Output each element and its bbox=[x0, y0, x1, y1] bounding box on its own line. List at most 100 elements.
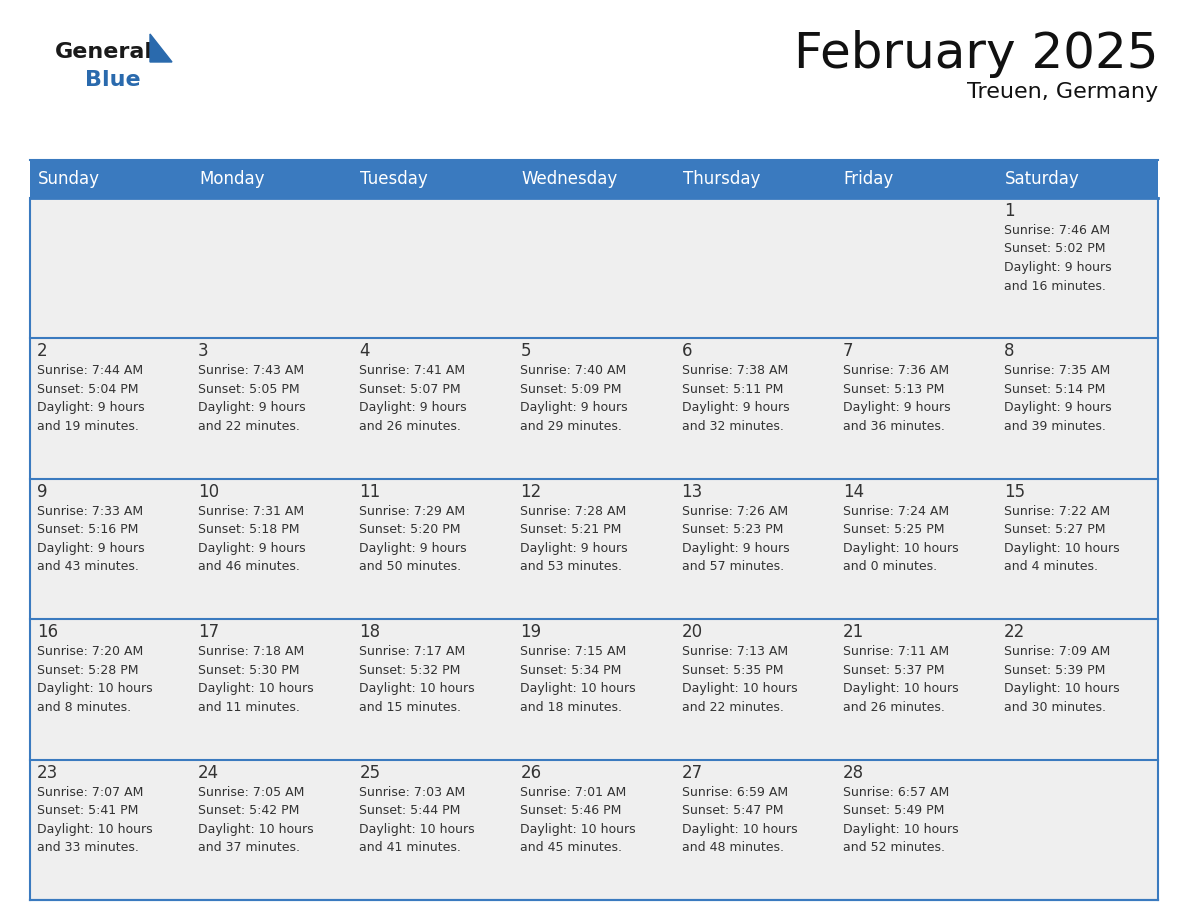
Bar bbox=[353, 620, 513, 759]
Text: Blue: Blue bbox=[86, 70, 140, 90]
Bar bbox=[30, 339, 191, 479]
Text: Monday: Monday bbox=[200, 170, 265, 188]
Bar bbox=[675, 479, 835, 620]
Text: Sunrise: 7:18 AM
Sunset: 5:30 PM
Daylight: 10 hours
and 11 minutes.: Sunrise: 7:18 AM Sunset: 5:30 PM Dayligh… bbox=[198, 645, 314, 713]
Text: Sunrise: 7:40 AM
Sunset: 5:09 PM
Daylight: 9 hours
and 29 minutes.: Sunrise: 7:40 AM Sunset: 5:09 PM Dayligh… bbox=[520, 364, 628, 433]
Bar bbox=[513, 479, 675, 501]
Bar bbox=[191, 479, 353, 620]
Bar bbox=[997, 479, 1158, 501]
Text: February 2025: February 2025 bbox=[794, 30, 1158, 78]
Text: 8: 8 bbox=[1004, 342, 1015, 361]
Text: Tuesday: Tuesday bbox=[360, 170, 428, 188]
Text: Sunrise: 7:26 AM
Sunset: 5:23 PM
Daylight: 9 hours
and 57 minutes.: Sunrise: 7:26 AM Sunset: 5:23 PM Dayligh… bbox=[682, 505, 789, 574]
Text: Sunrise: 7:22 AM
Sunset: 5:27 PM
Daylight: 10 hours
and 4 minutes.: Sunrise: 7:22 AM Sunset: 5:27 PM Dayligh… bbox=[1004, 505, 1119, 574]
Text: Sunrise: 7:24 AM
Sunset: 5:25 PM
Daylight: 10 hours
and 0 minutes.: Sunrise: 7:24 AM Sunset: 5:25 PM Dayligh… bbox=[842, 505, 959, 574]
Text: Sunrise: 7:28 AM
Sunset: 5:21 PM
Daylight: 9 hours
and 53 minutes.: Sunrise: 7:28 AM Sunset: 5:21 PM Dayligh… bbox=[520, 505, 628, 574]
Text: Sunrise: 7:31 AM
Sunset: 5:18 PM
Daylight: 9 hours
and 46 minutes.: Sunrise: 7:31 AM Sunset: 5:18 PM Dayligh… bbox=[198, 505, 305, 574]
Bar bbox=[191, 339, 353, 361]
Bar bbox=[30, 339, 191, 361]
Text: 19: 19 bbox=[520, 623, 542, 641]
Bar bbox=[191, 759, 353, 900]
Bar bbox=[30, 479, 191, 501]
Bar bbox=[997, 198, 1158, 220]
Text: Sunrise: 7:46 AM
Sunset: 5:02 PM
Daylight: 9 hours
and 16 minutes.: Sunrise: 7:46 AM Sunset: 5:02 PM Dayligh… bbox=[1004, 224, 1112, 293]
Bar bbox=[30, 198, 191, 339]
Text: Sunday: Sunday bbox=[38, 170, 100, 188]
Text: 21: 21 bbox=[842, 623, 864, 641]
Text: Sunrise: 6:59 AM
Sunset: 5:47 PM
Daylight: 10 hours
and 48 minutes.: Sunrise: 6:59 AM Sunset: 5:47 PM Dayligh… bbox=[682, 786, 797, 854]
Bar bbox=[997, 339, 1158, 479]
Text: 26: 26 bbox=[520, 764, 542, 781]
Bar bbox=[675, 620, 835, 759]
Bar bbox=[997, 620, 1158, 641]
Text: 27: 27 bbox=[682, 764, 702, 781]
Bar bbox=[675, 479, 835, 501]
Bar bbox=[675, 339, 835, 361]
Text: Sunrise: 7:36 AM
Sunset: 5:13 PM
Daylight: 9 hours
and 36 minutes.: Sunrise: 7:36 AM Sunset: 5:13 PM Dayligh… bbox=[842, 364, 950, 433]
Bar bbox=[30, 759, 191, 900]
Text: Sunrise: 6:57 AM
Sunset: 5:49 PM
Daylight: 10 hours
and 52 minutes.: Sunrise: 6:57 AM Sunset: 5:49 PM Dayligh… bbox=[842, 786, 959, 854]
Bar bbox=[30, 620, 191, 641]
Text: 22: 22 bbox=[1004, 623, 1025, 641]
Text: 7: 7 bbox=[842, 342, 853, 361]
Text: 14: 14 bbox=[842, 483, 864, 501]
Bar bbox=[513, 759, 675, 781]
Bar bbox=[675, 759, 835, 900]
Bar bbox=[191, 620, 353, 641]
Bar bbox=[835, 339, 997, 361]
Bar bbox=[191, 339, 353, 479]
Text: 5: 5 bbox=[520, 342, 531, 361]
Text: 6: 6 bbox=[682, 342, 693, 361]
Text: Sunrise: 7:20 AM
Sunset: 5:28 PM
Daylight: 10 hours
and 8 minutes.: Sunrise: 7:20 AM Sunset: 5:28 PM Dayligh… bbox=[37, 645, 152, 713]
Bar bbox=[513, 620, 675, 759]
Bar bbox=[835, 479, 997, 501]
Bar bbox=[30, 620, 191, 759]
Text: Sunrise: 7:35 AM
Sunset: 5:14 PM
Daylight: 9 hours
and 39 minutes.: Sunrise: 7:35 AM Sunset: 5:14 PM Dayligh… bbox=[1004, 364, 1112, 433]
Text: Thursday: Thursday bbox=[683, 170, 760, 188]
Bar bbox=[997, 198, 1158, 339]
Polygon shape bbox=[150, 34, 172, 62]
Bar bbox=[513, 339, 675, 479]
Text: 11: 11 bbox=[359, 483, 380, 501]
Text: 16: 16 bbox=[37, 623, 58, 641]
Bar bbox=[353, 339, 513, 361]
Text: 9: 9 bbox=[37, 483, 48, 501]
Text: Sunrise: 7:33 AM
Sunset: 5:16 PM
Daylight: 9 hours
and 43 minutes.: Sunrise: 7:33 AM Sunset: 5:16 PM Dayligh… bbox=[37, 505, 145, 574]
Text: Sunrise: 7:41 AM
Sunset: 5:07 PM
Daylight: 9 hours
and 26 minutes.: Sunrise: 7:41 AM Sunset: 5:07 PM Dayligh… bbox=[359, 364, 467, 433]
Bar bbox=[835, 479, 997, 620]
Text: Sunrise: 7:17 AM
Sunset: 5:32 PM
Daylight: 10 hours
and 15 minutes.: Sunrise: 7:17 AM Sunset: 5:32 PM Dayligh… bbox=[359, 645, 475, 713]
Bar bbox=[835, 759, 997, 781]
Bar bbox=[997, 759, 1158, 900]
Bar bbox=[675, 759, 835, 781]
Text: Sunrise: 7:13 AM
Sunset: 5:35 PM
Daylight: 10 hours
and 22 minutes.: Sunrise: 7:13 AM Sunset: 5:35 PM Dayligh… bbox=[682, 645, 797, 713]
Bar bbox=[997, 620, 1158, 759]
Bar bbox=[835, 339, 997, 479]
Text: Wednesday: Wednesday bbox=[522, 170, 618, 188]
Text: Sunrise: 7:09 AM
Sunset: 5:39 PM
Daylight: 10 hours
and 30 minutes.: Sunrise: 7:09 AM Sunset: 5:39 PM Dayligh… bbox=[1004, 645, 1119, 713]
Text: Sunrise: 7:01 AM
Sunset: 5:46 PM
Daylight: 10 hours
and 45 minutes.: Sunrise: 7:01 AM Sunset: 5:46 PM Dayligh… bbox=[520, 786, 636, 854]
Text: Sunrise: 7:05 AM
Sunset: 5:42 PM
Daylight: 10 hours
and 37 minutes.: Sunrise: 7:05 AM Sunset: 5:42 PM Dayligh… bbox=[198, 786, 314, 854]
Bar bbox=[513, 620, 675, 641]
Text: General: General bbox=[55, 42, 153, 62]
Text: 12: 12 bbox=[520, 483, 542, 501]
Text: 2: 2 bbox=[37, 342, 48, 361]
Text: 13: 13 bbox=[682, 483, 703, 501]
Text: Sunrise: 7:15 AM
Sunset: 5:34 PM
Daylight: 10 hours
and 18 minutes.: Sunrise: 7:15 AM Sunset: 5:34 PM Dayligh… bbox=[520, 645, 636, 713]
Bar bbox=[513, 339, 675, 361]
Bar bbox=[191, 759, 353, 781]
Text: 17: 17 bbox=[198, 623, 220, 641]
Text: Treuen, Germany: Treuen, Germany bbox=[967, 82, 1158, 102]
Text: Sunrise: 7:07 AM
Sunset: 5:41 PM
Daylight: 10 hours
and 33 minutes.: Sunrise: 7:07 AM Sunset: 5:41 PM Dayligh… bbox=[37, 786, 152, 854]
Text: Sunrise: 7:11 AM
Sunset: 5:37 PM
Daylight: 10 hours
and 26 minutes.: Sunrise: 7:11 AM Sunset: 5:37 PM Dayligh… bbox=[842, 645, 959, 713]
Bar bbox=[513, 759, 675, 900]
Text: Sunrise: 7:03 AM
Sunset: 5:44 PM
Daylight: 10 hours
and 41 minutes.: Sunrise: 7:03 AM Sunset: 5:44 PM Dayligh… bbox=[359, 786, 475, 854]
Text: 3: 3 bbox=[198, 342, 209, 361]
Text: 1: 1 bbox=[1004, 202, 1015, 220]
Bar bbox=[353, 759, 513, 781]
Text: 10: 10 bbox=[198, 483, 220, 501]
Bar bbox=[513, 479, 675, 620]
Text: 18: 18 bbox=[359, 623, 380, 641]
Text: Saturday: Saturday bbox=[1005, 170, 1080, 188]
Bar bbox=[997, 339, 1158, 361]
Bar bbox=[997, 479, 1158, 620]
